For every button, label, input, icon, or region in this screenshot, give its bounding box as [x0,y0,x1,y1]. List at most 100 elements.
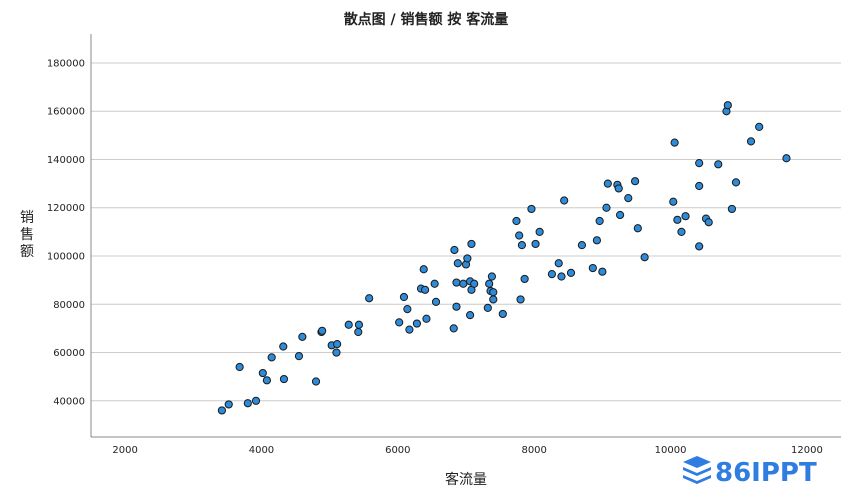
scatter-point [224,400,233,409]
x-tick-label: 8000 [521,445,546,456]
scatter-point [615,210,625,220]
scatter-point [516,295,525,304]
x-tick-label: 10000 [655,445,687,456]
scatter-point [452,302,461,311]
scatter-point [258,368,267,378]
scatter-point [453,259,462,268]
scatter-point [459,279,468,288]
scatter-point [633,224,642,233]
scatter-point [251,396,261,405]
y-tick-label: 60000 [53,348,85,359]
scatter-point [354,320,364,329]
scatter-point [267,353,276,362]
scatter-point [450,245,459,255]
watermark-text: 86IPPT [715,458,817,488]
gridlines [91,62,841,402]
scatter-point [517,241,527,250]
x-tick-label: 4000 [249,445,274,456]
x-tick-label: 2000 [112,445,137,456]
scatter-point [412,319,422,328]
scatter-point [449,324,458,333]
scatter-point [298,332,307,341]
data-points [217,101,791,415]
scatter-point [677,227,686,236]
scatter-point [592,236,602,245]
scatter-point [681,212,690,221]
scatter-point [566,268,576,278]
scatter-point [420,285,430,294]
y-tick-labels: 40000 60000 80000 100000 120000 140000 160000 1… [47,58,85,407]
scatter-point [595,216,604,226]
scatter-point [714,160,723,169]
scatter-point [311,377,321,386]
scatter-point [431,297,441,306]
x-axis-title: 客流量 [445,471,487,488]
scatter-point [465,311,475,320]
scatter-point [614,184,623,193]
scatter-point [332,348,341,357]
scatter-point [746,137,756,146]
y-tick-label: 120000 [47,203,85,214]
scatter-point [520,274,529,284]
scatter-point [602,203,611,212]
chart-title: 散点图 / 销售额 按 客流量 [344,11,509,28]
y-axis-title-char: 额 [20,244,34,260]
y-axis-title: 销售额 [20,210,34,260]
scatter-point [333,339,342,349]
scatter-point [489,288,498,297]
x-tick-label: 6000 [385,445,410,456]
scatter-point [344,320,353,329]
x-tick-label: 12000 [791,445,823,456]
scatter-point [395,318,404,327]
x-tick-labels: 2000 4000 6000 8000 10000 12000 [112,445,822,456]
scatter-point [731,178,741,187]
scatter-point [470,279,479,288]
scatter-point [603,179,612,188]
scatter-point [365,294,374,303]
scatter-point [588,263,597,273]
scatter-point [483,303,492,312]
scatter-point [695,181,704,191]
scatter-point [354,327,363,337]
scatter-point [670,138,679,147]
axes [90,34,841,438]
scatter-point [217,406,227,415]
scatter-point [403,305,412,314]
scatter-point [430,279,439,288]
scatter-point [318,326,327,335]
scatter-point [577,241,587,250]
scatter-point [695,242,704,251]
y-tick-label: 140000 [47,155,85,166]
stack-icon [683,456,711,484]
scatter-point [695,159,704,168]
scatter-point [419,265,428,274]
scatter-point [782,154,791,163]
scatter-point [399,292,409,302]
scatter-point [235,362,244,372]
scatter-point [727,204,737,214]
scatter-point [669,197,678,206]
scatter-point [243,399,252,408]
y-tick-label: 180000 [47,58,85,69]
scatter-point [422,314,431,323]
scatter-point [527,204,536,214]
scatter-point [452,278,461,287]
scatter-point [547,270,557,279]
scatter-point [704,218,713,227]
y-axis-title-char: 销 [20,210,34,226]
scatter-point [279,342,288,351]
scatter-point [723,101,732,110]
scatter-point [535,227,544,236]
scatter-point [262,376,272,385]
scatter-point [294,352,304,361]
scatter-point [560,196,569,205]
y-tick-label: 100000 [47,252,85,263]
scatter-point [554,259,563,268]
scatter-point [512,216,521,226]
watermark-logo: 86IPPT [683,456,817,488]
scatter-point [531,239,540,249]
scatter-point [624,193,633,203]
y-tick-label: 80000 [53,300,85,311]
y-axis-title-char: 售 [20,227,34,243]
